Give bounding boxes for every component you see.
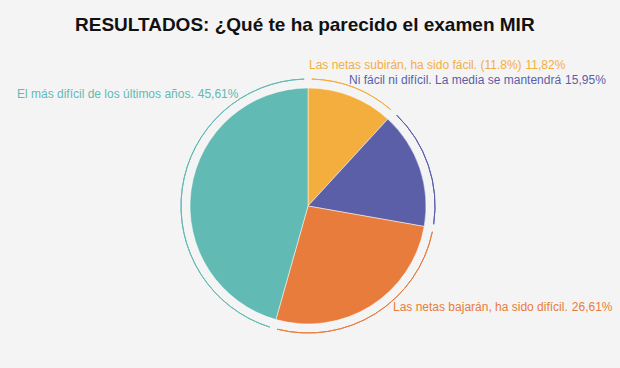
background bbox=[0, 0, 620, 368]
label-value: 15,95% bbox=[565, 73, 606, 87]
label-category: El más difícil de los últimos años. bbox=[17, 87, 194, 101]
label-value: 11,82% bbox=[526, 58, 566, 72]
label-value: 45,61% bbox=[198, 87, 239, 101]
label-category: Las netas subirán, ha sido fácil. (11.8%… bbox=[309, 58, 522, 72]
pie bbox=[181, 79, 435, 333]
pie-slice bbox=[190, 88, 308, 320]
data-label: El más difícil de los últimos años. 45,61… bbox=[17, 87, 239, 101]
slice-bracket bbox=[397, 115, 435, 224]
label-value: 26,61% bbox=[572, 300, 613, 314]
slice-bracket bbox=[181, 79, 304, 327]
label-category: Las netas bajarán, ha sido difícil. bbox=[393, 300, 568, 314]
label-category: Ni fácil ni difícil. La media se mantend… bbox=[349, 73, 561, 87]
slice-bracket bbox=[277, 232, 432, 333]
data-label: Ni fácil ni difícil. La media se mantend… bbox=[349, 73, 606, 87]
title: RESULTADOS: ¿Qué te ha parecido el exame… bbox=[75, 14, 535, 35]
data-label: Las netas subirán, ha sido fácil. (11.8%… bbox=[309, 58, 566, 72]
data-label: Las netas bajarán, ha sido difícil. 26,61… bbox=[393, 300, 613, 314]
